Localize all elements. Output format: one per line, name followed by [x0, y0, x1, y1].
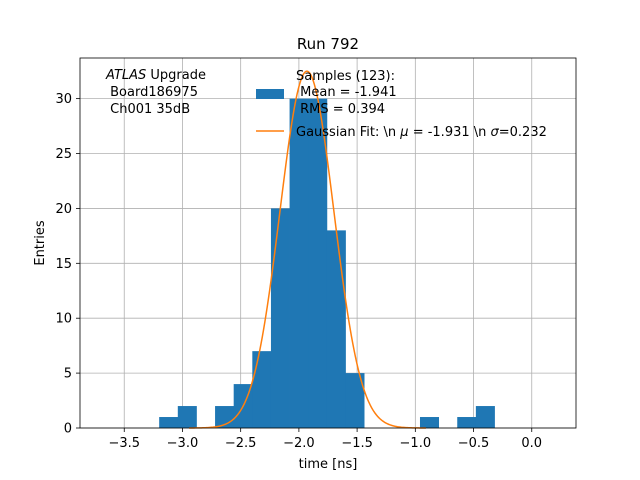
y-tick-label: 0: [64, 422, 72, 437]
histogram-bar: [419, 417, 440, 428]
atlas-italic-text: ATLAS: [105, 68, 146, 83]
grid: [80, 58, 576, 429]
histogram-bar: [345, 373, 365, 428]
chart-title: Run 792: [297, 35, 359, 53]
x-tick-label: −1.0: [400, 436, 432, 451]
y-tick-label: 30: [55, 92, 72, 107]
y-tick-label: 15: [55, 257, 72, 272]
y-tick-label: 20: [55, 202, 72, 217]
histogram-bar: [177, 406, 197, 428]
atlas-annotation-line2: Board186975: [106, 85, 198, 100]
legend-mu-symbol: μ: [399, 125, 408, 140]
x-tick-label: −2.0: [283, 436, 315, 451]
legend-hist-line2: Mean = -1.941: [296, 85, 397, 100]
x-tick-label: −3.5: [108, 436, 140, 451]
x-tick-label: −3.0: [167, 436, 199, 451]
atlas-annotation-line1: ATLAS Upgrade: [105, 68, 206, 83]
histogram-bar: [326, 230, 346, 428]
histogram-bar: [289, 98, 309, 429]
x-tick-label: 0.0: [521, 436, 542, 451]
legend-hist-line3: RMS = 0.394: [296, 102, 385, 117]
legend: Samples (123): Mean = -1.941 RMS = 0.394…: [256, 69, 547, 140]
histogram-bars: [159, 98, 495, 429]
legend-fit-prefix: Gaussian Fit: \n: [296, 125, 400, 140]
y-axis-label: Entries: [33, 220, 48, 266]
x-axis-label: time [ns]: [299, 457, 358, 472]
histogram-bar: [270, 208, 290, 428]
legend-fit-label: Gaussian Fit: \n μ = -1.931 \n σ=0.232: [296, 125, 547, 140]
atlas-annotation-line3: Ch001 35dB: [106, 102, 190, 117]
atlas-rest-text: Upgrade: [146, 68, 206, 83]
y-axis-ticks: 0 5 10 15 20 25 30: [55, 92, 80, 437]
gaussian-fit-curve: [189, 70, 426, 429]
x-axis-ticks: −3.5 −3.0 −2.5 −2.0 −1.5 −1.0 −0.5 0.0: [108, 428, 542, 451]
x-tick-label: −1.5: [341, 436, 373, 451]
y-tick-label: 5: [64, 367, 72, 382]
y-tick-label: 25: [55, 147, 72, 162]
x-tick-label: −0.5: [458, 436, 490, 451]
y-tick-label: 10: [55, 312, 72, 327]
histogram-bar: [457, 417, 477, 428]
histogram-bar: [252, 351, 272, 428]
legend-sigma-symbol: σ: [491, 125, 500, 140]
legend-fit-sigma-part: =0.232: [499, 125, 547, 140]
histogram-bar: [159, 417, 179, 428]
plot-frame: [79, 57, 577, 429]
legend-hist-line1: Samples (123):: [296, 69, 395, 84]
x-tick-label: −2.5: [225, 436, 257, 451]
legend-fit-mu-part: = -1.931 \n: [409, 125, 491, 140]
histogram-bar: [475, 406, 495, 428]
legend-hist-swatch: [256, 89, 284, 99]
histogram-bar: [308, 98, 328, 429]
